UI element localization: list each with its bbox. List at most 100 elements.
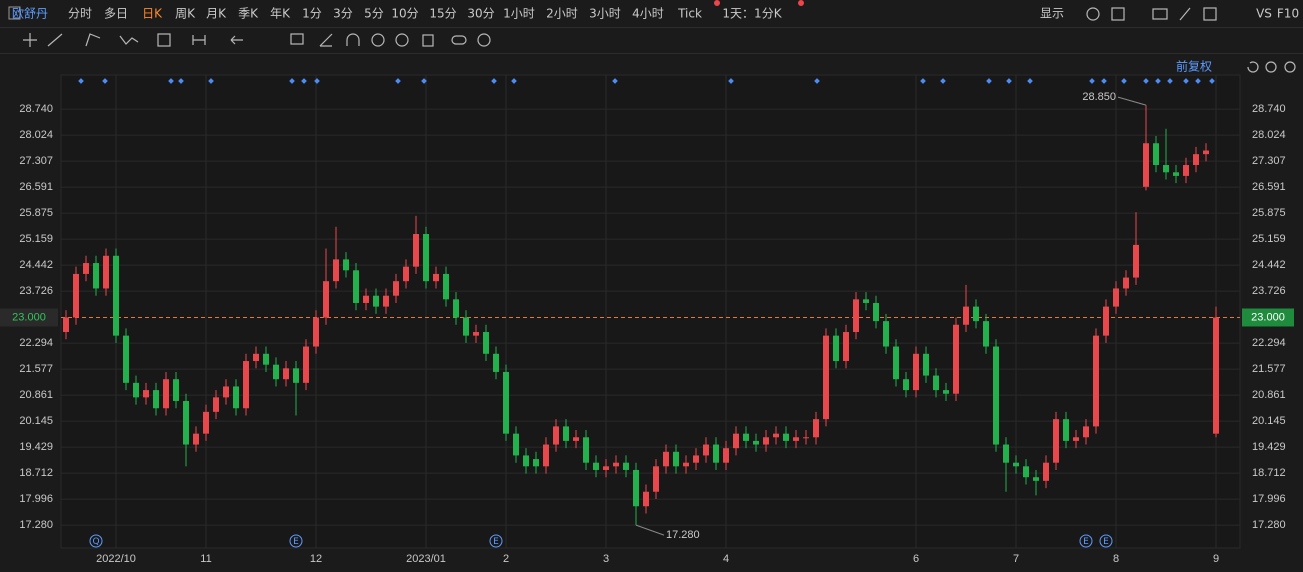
- angle-tool[interactable]: [319, 33, 333, 47]
- timeframe-tab[interactable]: 分时: [68, 7, 92, 21]
- wave-tool[interactable]: [119, 35, 139, 45]
- line-tool[interactable]: [47, 33, 63, 47]
- timeframe-tab[interactable]: 多日: [104, 7, 128, 21]
- x-tick-label: 8: [1113, 553, 1119, 565]
- candle-body: [653, 466, 659, 492]
- visibility-tool[interactable]: [371, 33, 385, 47]
- x-tick-label: 9: [1213, 553, 1219, 565]
- timeframe-tab[interactable]: 周K: [175, 7, 196, 21]
- event-marker[interactable]: [489, 534, 503, 548]
- y-tick-label: 20.145: [19, 415, 53, 427]
- timeframe-tab[interactable]: 30分: [467, 7, 494, 21]
- candle-body: [1003, 444, 1009, 463]
- zoom-out-button[interactable]: [1265, 61, 1277, 73]
- candle-body: [373, 295, 379, 307]
- event-marker[interactable]: [1099, 534, 1113, 548]
- candle-body: [553, 426, 559, 445]
- timeframe-tab[interactable]: 15分: [429, 7, 456, 21]
- candle-body: [1043, 462, 1049, 481]
- event-marker[interactable]: [89, 534, 103, 548]
- timeframe-tab[interactable]: 1分: [302, 7, 322, 21]
- adjust-label[interactable]: 前复权: [1176, 59, 1212, 74]
- y-tick-label: 26.591: [19, 181, 53, 193]
- candle-body: [333, 259, 339, 282]
- event-marker[interactable]: [1079, 534, 1093, 548]
- timeframe-tab[interactable]: 3小时: [589, 7, 621, 21]
- fib-tool[interactable]: [157, 33, 171, 47]
- timeframe-tab[interactable]: 2小时: [546, 7, 578, 21]
- candle-body: [153, 390, 159, 409]
- x-tick-label: 7: [1013, 553, 1019, 565]
- timeframe-tab[interactable]: 年K: [270, 7, 291, 21]
- fullscreen-button[interactable]: [1203, 7, 1217, 21]
- screenshot-button[interactable]: [1152, 8, 1168, 20]
- timeframe-tab[interactable]: 月K: [206, 7, 227, 21]
- candle-body: [613, 462, 619, 467]
- event-label: E: [493, 537, 499, 547]
- candle-body: [723, 448, 729, 463]
- candle-body: [363, 295, 369, 303]
- timeframe-tab[interactable]: 日K: [142, 7, 163, 21]
- timeframe-tab[interactable]: 10分: [391, 7, 418, 21]
- candle-body: [283, 368, 289, 380]
- reset-button[interactable]: [1247, 61, 1259, 73]
- candle-body: [1013, 462, 1019, 467]
- candle-body: [83, 263, 89, 274]
- candle-body: [513, 433, 519, 456]
- link-tool[interactable]: [451, 35, 467, 45]
- candle-body: [313, 317, 319, 347]
- delete-tool[interactable]: [422, 34, 434, 47]
- hide-tool[interactable]: [395, 33, 409, 47]
- magnet-tool[interactable]: [346, 33, 360, 46]
- measure-tool[interactable]: [192, 35, 206, 45]
- sidebar-toggle[interactable]: [8, 6, 21, 20]
- annotation-label: 17.280: [666, 529, 700, 541]
- compare-button[interactable]: [1111, 7, 1125, 21]
- timeframe-tab[interactable]: 4小时: [632, 7, 664, 21]
- timeframe-tab[interactable]: 欧舒丹: [12, 7, 48, 21]
- settings-tool[interactable]: [477, 33, 491, 47]
- candle-body: [223, 386, 229, 398]
- candle-body: [543, 444, 549, 467]
- candle-body: [713, 444, 719, 463]
- crosshair-tool[interactable]: [23, 33, 37, 47]
- toolbar-button[interactable]: F10: [1277, 7, 1299, 21]
- event-dot: [491, 78, 497, 84]
- candle-body: [383, 295, 389, 307]
- candle-body: [63, 317, 69, 333]
- y-tick-label: 17.280: [1252, 519, 1286, 531]
- settings-button[interactable]: [1086, 7, 1100, 21]
- event-marker[interactable]: [289, 534, 303, 548]
- timeframe-tab[interactable]: 1天：1分K: [722, 7, 782, 21]
- candle-body: [623, 462, 629, 470]
- event-dot: [78, 78, 84, 84]
- candle-body: [983, 321, 989, 347]
- annotation-leader: [635, 524, 665, 536]
- candle-body: [863, 299, 869, 303]
- candle-body: [1073, 437, 1079, 441]
- candle-body: [603, 466, 609, 470]
- toolbar-button[interactable]: VS: [1256, 7, 1272, 21]
- arrow-tool[interactable]: [230, 35, 243, 45]
- timeframe-tab[interactable]: Tick: [677, 7, 702, 21]
- zoom-in-button[interactable]: [1284, 61, 1296, 73]
- timeframe-tab[interactable]: 季K: [238, 7, 259, 21]
- channel-tool[interactable]: [85, 33, 101, 47]
- note-tool[interactable]: [290, 33, 304, 45]
- timeframe-tab[interactable]: 1小时: [503, 7, 535, 21]
- candle-body: [463, 317, 469, 336]
- candle-body: [453, 299, 459, 318]
- toolbar-button[interactable]: 显示: [1040, 7, 1064, 21]
- event-dot: [1143, 78, 1149, 84]
- plot-area: [60, 74, 1241, 549]
- y-tick-label: 25.159: [19, 233, 53, 245]
- badge: [714, 0, 720, 6]
- timeframe-tab[interactable]: 3分: [333, 7, 353, 21]
- candle-body: [1113, 288, 1119, 307]
- candle-body: [1033, 477, 1039, 481]
- event-dot: [314, 78, 320, 84]
- candle-body: [563, 426, 569, 441]
- y-tick-label: 20.861: [1252, 389, 1286, 401]
- draw-button[interactable]: [1179, 7, 1191, 21]
- timeframe-tab[interactable]: 5分: [364, 7, 384, 21]
